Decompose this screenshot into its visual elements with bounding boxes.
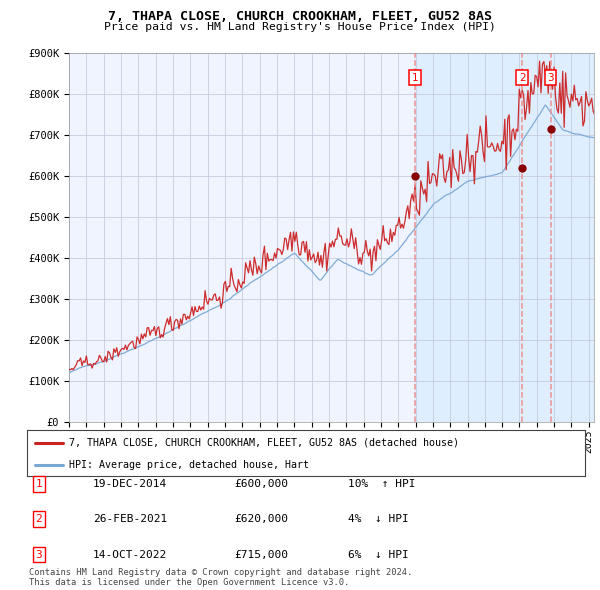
Text: £620,000: £620,000	[234, 514, 288, 524]
Text: 2: 2	[519, 73, 526, 83]
Text: 1: 1	[412, 73, 418, 83]
Text: Price paid vs. HM Land Registry's House Price Index (HPI): Price paid vs. HM Land Registry's House …	[104, 22, 496, 32]
Text: £600,000: £600,000	[234, 479, 288, 489]
Text: 7, THAPA CLOSE, CHURCH CROOKHAM, FLEET, GU52 8AS (detached house): 7, THAPA CLOSE, CHURCH CROOKHAM, FLEET, …	[69, 438, 459, 448]
Text: 3: 3	[547, 73, 554, 83]
Text: 19-DEC-2014: 19-DEC-2014	[93, 479, 167, 489]
Text: HPI: Average price, detached house, Hart: HPI: Average price, detached house, Hart	[69, 460, 309, 470]
Text: 4%  ↓ HPI: 4% ↓ HPI	[348, 514, 409, 524]
Text: 3: 3	[35, 550, 43, 559]
Bar	[415, 53, 600, 422]
Text: 26-FEB-2021: 26-FEB-2021	[93, 514, 167, 524]
Text: 1: 1	[35, 479, 43, 489]
Text: This data is licensed under the Open Government Licence v3.0.: This data is licensed under the Open Gov…	[29, 578, 349, 588]
Text: 2: 2	[35, 514, 43, 524]
Text: Contains HM Land Registry data © Crown copyright and database right 2024.: Contains HM Land Registry data © Crown c…	[29, 568, 412, 577]
Text: 7, THAPA CLOSE, CHURCH CROOKHAM, FLEET, GU52 8AS: 7, THAPA CLOSE, CHURCH CROOKHAM, FLEET, …	[108, 10, 492, 23]
Text: 10%  ↑ HPI: 10% ↑ HPI	[348, 479, 415, 489]
Text: 6%  ↓ HPI: 6% ↓ HPI	[348, 550, 409, 559]
Text: £715,000: £715,000	[234, 550, 288, 559]
Text: 14-OCT-2022: 14-OCT-2022	[93, 550, 167, 559]
